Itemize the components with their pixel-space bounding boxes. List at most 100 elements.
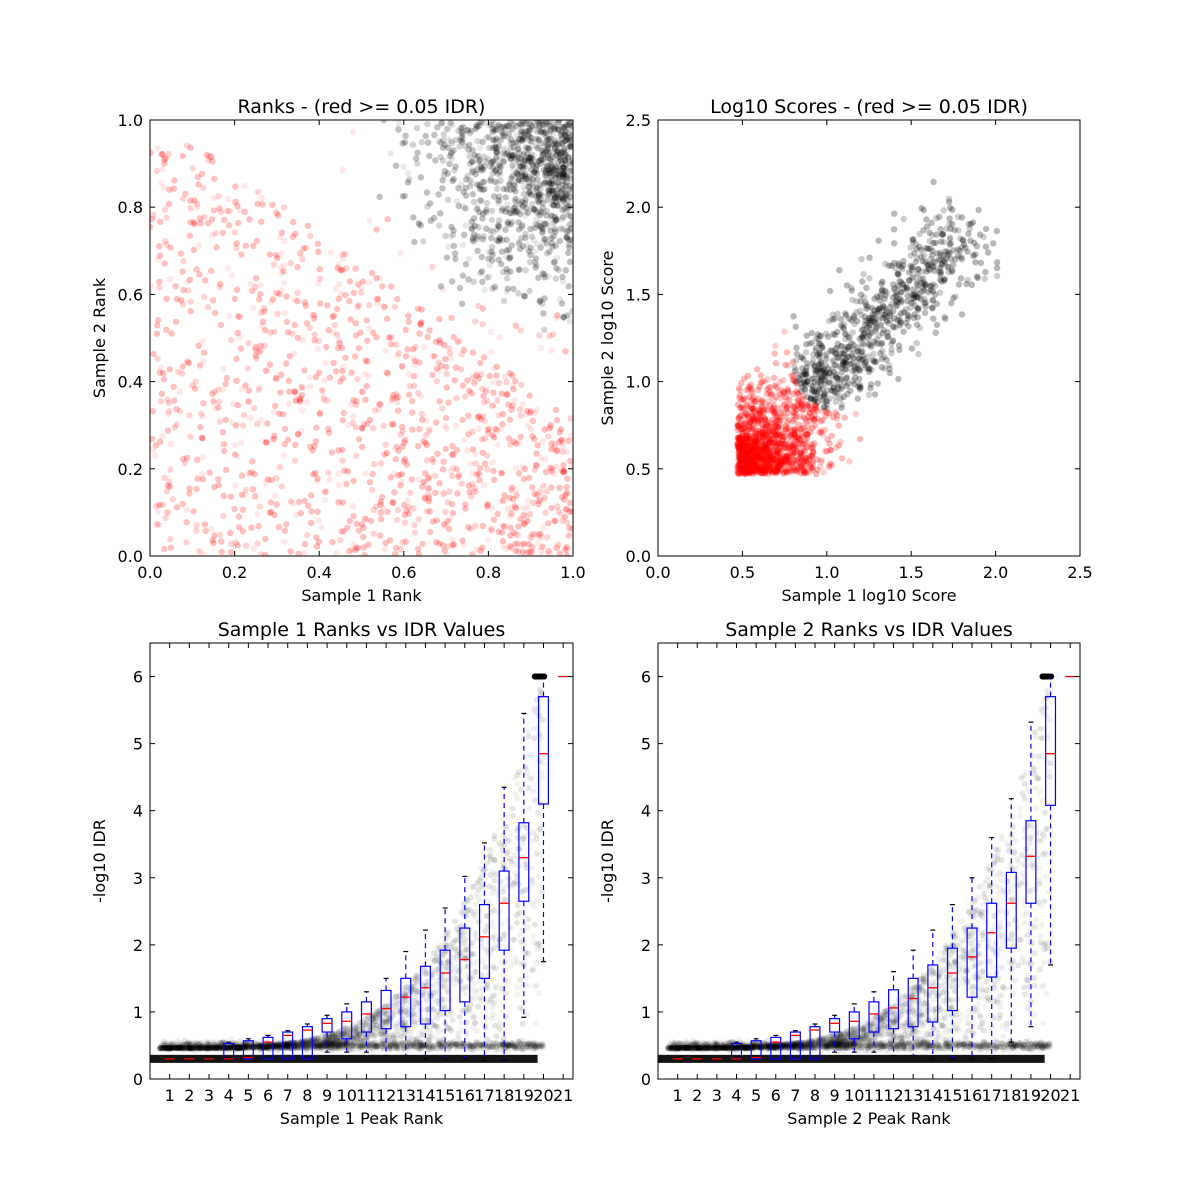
red-point [399,362,406,370]
red-point [510,386,517,393]
red-point [330,359,337,366]
red-point [296,396,303,404]
red-point [367,517,375,524]
red-point [548,347,555,354]
red-point [441,521,448,528]
red-point [521,465,529,473]
red-point [499,420,506,428]
red-point [301,367,308,374]
red-point [512,322,519,329]
red-point [418,410,426,418]
red-point [319,387,326,394]
red-point [469,551,476,556]
red-point [291,388,299,395]
red-point [365,325,373,332]
red-point [489,459,496,466]
black-point [552,228,559,235]
red-point [445,399,452,406]
red-point [333,549,340,556]
red-point [286,388,293,395]
black-point [475,152,482,160]
red-point [404,312,412,319]
black-point [414,149,421,156]
red-point [450,333,457,341]
red-point [423,442,431,449]
red-point [215,476,222,483]
red-point [342,292,349,299]
red-point [489,402,496,409]
red-point [481,460,489,467]
red-point [349,128,357,135]
red-point [501,492,508,499]
red-point [436,540,443,547]
red-point [337,537,344,544]
red-point [242,242,249,249]
red-point [418,306,425,313]
red-point [280,204,288,211]
red-point [190,246,197,254]
red-point [250,242,257,250]
red-point [338,528,345,535]
red-point [562,491,569,498]
black-point [478,167,485,174]
red-point [295,498,303,506]
red-point [276,290,283,298]
red-point [410,372,418,380]
red-point [515,523,522,530]
red-point [266,509,273,517]
red-point [164,509,171,516]
red-point [433,378,440,385]
red-point [335,499,342,506]
red-point [158,390,165,397]
red-point [564,475,571,482]
red-point [304,531,311,539]
red-point [562,546,570,553]
red-point [407,489,414,497]
red-point [512,547,520,555]
red-point [454,338,461,345]
red-point [363,317,370,324]
red-point [209,232,216,239]
red-point [179,152,186,160]
red-point [350,289,358,297]
red-point [153,330,161,337]
red-point [156,284,163,291]
black-point [558,300,566,307]
red-point [448,314,455,321]
red-point [508,484,515,491]
red-point [201,521,209,528]
red-point [553,544,560,552]
red-point [425,474,432,481]
black-point [442,232,449,240]
black-point [395,120,403,127]
red-point [401,519,409,526]
red-point [245,387,252,394]
red-point [400,458,408,465]
red-point [187,144,194,151]
red-point [258,322,266,330]
red-point [218,548,225,556]
red-point [187,298,194,305]
red-point [254,188,262,195]
red-point [436,540,443,547]
red-point [442,422,449,430]
red-point [352,546,359,554]
red-point [224,207,231,215]
red-point [394,506,402,514]
red-point [292,441,299,449]
red-point [512,464,520,472]
red-point [375,406,383,413]
red-point [373,226,380,233]
red-point [380,504,387,512]
red-point [409,426,416,433]
red-point [157,218,164,225]
red-point [399,423,406,430]
red-point [176,388,183,395]
red-point [479,305,487,312]
red-point [361,515,369,522]
red-point [460,541,467,548]
red-point [198,170,206,178]
black-point [533,170,541,177]
red-point [200,400,207,407]
red-point [158,151,166,158]
